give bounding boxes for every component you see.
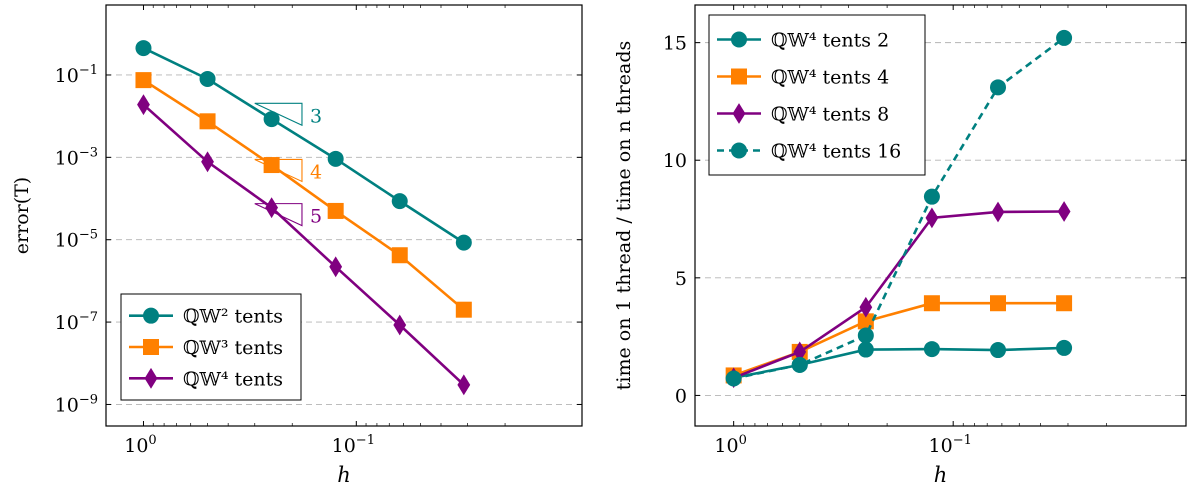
series-1-point-5: [1056, 295, 1073, 312]
series-2-point-0: [137, 94, 150, 116]
series-3-point-1: [791, 356, 808, 373]
series-2-point-4: [393, 314, 407, 336]
series-0-point-0: [135, 40, 152, 57]
x-tick-label-0: 100: [124, 433, 156, 457]
x-tick-label-0: 100: [714, 433, 746, 457]
series-1-point-4: [391, 247, 408, 264]
legend-marker-2: [732, 103, 746, 124]
series-line-1: [142, 79, 465, 311]
x-tick-label-1: 10−1: [332, 433, 375, 457]
slope-triangle-0: [254, 102, 303, 127]
series-3-point-0: [725, 370, 742, 387]
y-tick-label-1: 5: [675, 268, 687, 290]
legend-label-3: ℚ𝕎⁴ tents 16: [771, 141, 901, 163]
legend-label-0: ℚ𝕎² tents: [183, 306, 283, 328]
slope-label-1: 4: [310, 161, 322, 183]
series-1-point-3: [923, 295, 940, 312]
series-0-point-3: [327, 150, 344, 167]
series-line-2: [142, 103, 465, 386]
y-tick-label-0: 10−1: [55, 63, 98, 87]
plot-frame: [694, 4, 1187, 427]
series-line-0: [142, 46, 465, 244]
slope-label-2: 5: [310, 206, 322, 228]
y-tick-label-0: 0: [675, 385, 687, 407]
series-1-point-4: [990, 295, 1007, 312]
plot-frame: [105, 4, 583, 427]
y-tick-label-4: 10−9: [55, 392, 98, 416]
series-line-3: [733, 36, 1065, 380]
series-0-point-2: [263, 111, 280, 128]
series-1-point-0: [135, 72, 152, 89]
legend-marker-1: [731, 68, 747, 85]
series-3-point-3: [923, 188, 940, 205]
series-line-0: [733, 346, 1065, 380]
series-2-point-5: [457, 374, 471, 396]
series-1-point-3: [327, 202, 344, 219]
x-tick-label-1: 10−1: [929, 433, 972, 457]
series-2-point-5: [1057, 201, 1071, 222]
legend-label-1: ℚ𝕎³ tents: [183, 337, 283, 359]
series-2-point-3: [925, 207, 939, 229]
series-0-point-4: [990, 342, 1007, 359]
y-axis-label: time on 1 thread / time on n threads: [613, 41, 635, 390]
legend-marker-1: [143, 339, 159, 355]
series-3-point-4: [990, 79, 1007, 96]
legend-marker-0: [731, 31, 747, 48]
series-2-point-4: [991, 201, 1005, 223]
series-line-2: [733, 210, 1065, 379]
y-tick-label-3: 15: [663, 33, 687, 55]
series-0-point-2: [857, 341, 874, 358]
series-0-point-5: [1056, 339, 1073, 356]
series-line-1: [733, 301, 1065, 377]
legend-marker-3: [731, 142, 747, 159]
series-2-point-3: [329, 256, 343, 278]
series-0-point-1: [199, 70, 216, 87]
slope-label-0: 3: [310, 105, 322, 127]
series-3-point-2: [857, 327, 874, 344]
x-axis-label: h: [337, 463, 351, 487]
error-convergence-chart: 10−1 10−3 10−5 10−7 10−9 100 10−1 h error(T) 3 4 5 ℚ…: [11, 4, 583, 487]
series-3-point-5: [1056, 29, 1073, 46]
legend-label-2: ℚ𝕎⁴ tents: [183, 368, 283, 390]
y-tick-label-2: 10: [663, 150, 687, 172]
series-2-point-1: [793, 341, 807, 363]
series-1-point-2: [263, 157, 280, 174]
series-1-point-1: [199, 113, 216, 130]
series-2-point-2: [859, 296, 873, 318]
legend-label-2: ℚ𝕎⁴ tents 8: [771, 104, 889, 126]
y-tick-label-3: 10−7: [55, 310, 98, 334]
series-0-point-3: [923, 341, 940, 358]
legend-marker-0: [143, 307, 159, 324]
legend-label-1: ℚ𝕎⁴ tents 4: [771, 67, 889, 89]
series-0-point-5: [455, 234, 472, 251]
parallel-speedup-chart: 0 5 10 15 100 10−1 h time on 1 thread / time on…: [613, 4, 1187, 487]
legend-label-0: ℚ𝕎⁴ tents 2: [771, 30, 889, 52]
y-tick-label-1: 10−3: [55, 145, 98, 169]
y-axis-label: error(T): [11, 177, 33, 254]
legend-marker-2: [144, 367, 158, 389]
series-1-point-5: [455, 301, 472, 318]
series-2-point-2: [265, 197, 279, 219]
series-2-point-1: [201, 151, 214, 173]
x-axis-label: h: [934, 463, 948, 487]
series-0-point-4: [391, 193, 408, 210]
y-tick-label-2: 10−5: [55, 228, 98, 252]
